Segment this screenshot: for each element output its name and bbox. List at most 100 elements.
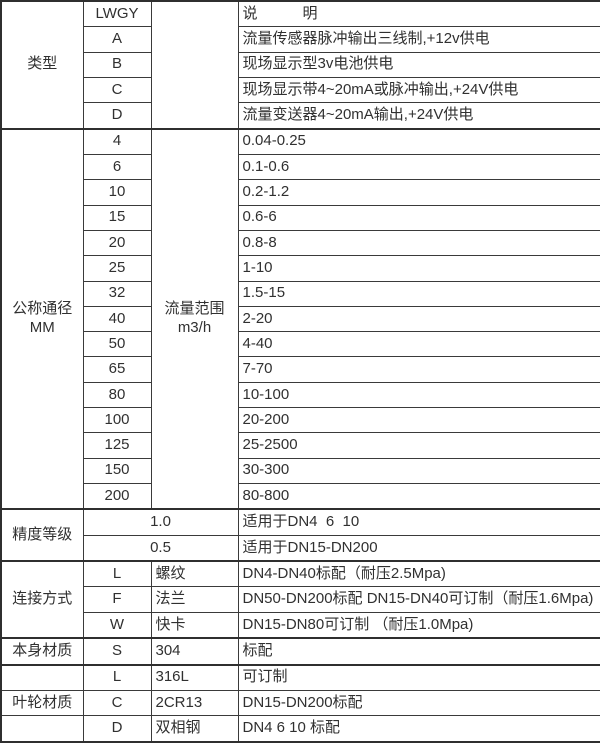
- section-label-accuracy: 精度等级: [0, 508, 84, 562]
- table-row: 6 0.1-0.6: [1, 154, 600, 181]
- flow-range-value: 10-100: [237, 381, 600, 409]
- body-material-desc: 标配: [237, 637, 600, 666]
- impeller-name: 2CR13: [150, 690, 239, 717]
- connection-code: F: [82, 586, 152, 613]
- table-row: B 现场显示型3v电池供电: [1, 51, 600, 78]
- section-label-connection: 连接方式: [0, 560, 84, 639]
- flow-range-value: 30-300: [237, 457, 600, 484]
- type-code: A: [82, 26, 152, 53]
- empty-spacer-cell: [150, 0, 239, 130]
- type-desc: 流量传感器脉冲输出三线制,+12v供电: [237, 26, 600, 53]
- section-label-body-material: 本身材质: [0, 637, 84, 666]
- dn-value: 40: [82, 305, 152, 333]
- impeller-desc: DN4 6 10 标配: [237, 715, 600, 743]
- flow-range-value: 4-40: [237, 331, 600, 358]
- connection-name: 法兰: [150, 586, 239, 613]
- impeller-name: 316L: [150, 663, 239, 692]
- connection-code: W: [82, 611, 152, 639]
- table-row: 本身材质 S 304 标配: [0, 637, 600, 666]
- dn-value: 100: [82, 407, 152, 434]
- table-row: C 现场显示带4~20mA或脉冲输出,+24V供电: [1, 76, 600, 104]
- connection-desc: DN4-DN40标配（耐压2.5Mpa): [237, 560, 600, 588]
- table-row: 15 0.6-6: [1, 204, 600, 231]
- dn-value: 50: [82, 331, 152, 358]
- table-row: F 法兰 DN50-DN200标配 DN15-DN40可订制（耐压1.6Mpa): [1, 586, 600, 613]
- impeller-code: L: [82, 663, 152, 692]
- dn-value: 125: [82, 432, 152, 459]
- flow-range-value: 25-2500: [237, 432, 600, 459]
- flow-range-value: 1.5-15: [237, 280, 600, 307]
- flow-range-value: 0.04-0.25: [237, 127, 600, 156]
- table-row: A 流量传感器脉冲输出三线制,+12v供电: [1, 26, 600, 53]
- type-code: C: [82, 76, 152, 104]
- type-desc: 现场显示型3v电池供电: [237, 51, 600, 78]
- impeller-desc: DN15-DN200标配: [237, 690, 600, 717]
- flow-range-value: 7-70: [237, 356, 600, 383]
- flow-range-value: 80-800: [237, 482, 600, 510]
- impeller-desc: 可订制: [237, 663, 600, 692]
- flow-range-label: 流量范围 m3/h: [150, 127, 239, 510]
- accuracy-value: 1.0: [82, 508, 239, 536]
- table-row: 200 80-800: [1, 482, 600, 510]
- flow-range-value: 20-200: [237, 407, 600, 434]
- impeller-code: C: [82, 690, 152, 717]
- section-label-diameter: 公称通径 MM: [0, 127, 84, 510]
- table-row: 精度等级 1.0 适用于DN4 6 10: [0, 508, 600, 562]
- dn-value: 32: [82, 280, 152, 307]
- impeller-name: 双相钢: [150, 715, 239, 743]
- table-row: 150 30-300: [1, 457, 600, 484]
- dn-value: 20: [82, 229, 152, 257]
- flow-range-value: 0.1-0.6: [237, 154, 600, 181]
- table-row: 65 7-70: [1, 356, 600, 383]
- dn-value: 15: [82, 204, 152, 231]
- empty-cell: [0, 663, 84, 692]
- table-row: 20 0.8-8: [1, 229, 600, 257]
- dn-value: 200: [82, 482, 152, 510]
- model-code-header: LWGY: [82, 0, 152, 28]
- body-material-code: S: [82, 637, 152, 666]
- connection-code: L: [82, 560, 152, 588]
- connection-name: 快卡: [150, 611, 239, 639]
- flow-range-value: 0.8-8: [237, 229, 600, 257]
- description-header: 说 明: [237, 0, 600, 28]
- dn-value: 150: [82, 457, 152, 484]
- table-row: 连接方式 L 螺纹 DN4-DN40标配（耐压2.5Mpa): [0, 560, 600, 639]
- flow-range-value: 0.2-1.2: [237, 179, 600, 206]
- table-row: D 双相钢 DN4 6 10 标配: [0, 715, 600, 743]
- dn-value: 6: [82, 154, 152, 181]
- accuracy-desc: 适用于DN15-DN200: [237, 534, 600, 562]
- table-row: 叶轮材质 C 2CR13 DN15-DN200标配: [0, 690, 600, 717]
- connection-desc: DN15-DN80可订制 （耐压1.0Mpa): [237, 611, 600, 639]
- flow-range-value: 1-10: [237, 255, 600, 282]
- connection-name: 螺纹: [150, 560, 239, 588]
- table-row: 0.5 适用于DN15-DN200: [1, 534, 600, 562]
- table-row: 32 1.5-15: [1, 280, 600, 307]
- type-code: D: [82, 102, 152, 130]
- table-row: 10 0.2-1.2: [1, 179, 600, 206]
- table-row: 80 10-100: [1, 381, 600, 409]
- table-row: 类型 LWGY 说 明: [0, 0, 600, 130]
- dn-value: 65: [82, 356, 152, 383]
- table-row: 50 4-40: [1, 331, 600, 358]
- type-code: B: [82, 51, 152, 78]
- accuracy-desc: 适用于DN4 6 10: [237, 508, 600, 536]
- table-row: 40 2-20: [1, 305, 600, 333]
- body-material-name: 304: [150, 637, 239, 666]
- table-row: 100 20-200: [1, 407, 600, 434]
- table-row: 25 1-10: [1, 255, 600, 282]
- accuracy-value: 0.5: [82, 534, 239, 562]
- flow-range-value: 2-20: [237, 305, 600, 333]
- impeller-code: D: [82, 715, 152, 743]
- dn-value: 25: [82, 255, 152, 282]
- table-row: W 快卡 DN15-DN80可订制 （耐压1.0Mpa): [1, 611, 600, 639]
- section-label-impeller-material: 叶轮材质: [0, 690, 84, 717]
- dn-value: 4: [82, 127, 152, 156]
- connection-desc: DN50-DN200标配 DN15-DN40可订制（耐压1.6Mpa): [237, 586, 600, 613]
- table-row: L 316L 可订制: [0, 663, 600, 692]
- table-row: 125 25-2500: [1, 432, 600, 459]
- table-row: D 流量变送器4~20mA输出,+24V供电: [1, 102, 600, 130]
- dn-value: 10: [82, 179, 152, 206]
- type-desc: 现场显示带4~20mA或脉冲输出,+24V供电: [237, 76, 600, 104]
